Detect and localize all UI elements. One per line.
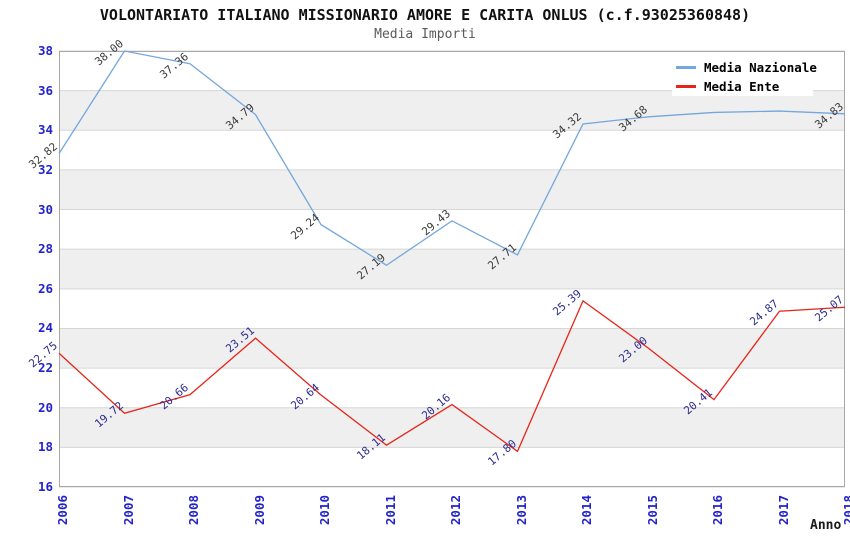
x-tick-label: 2017	[775, 495, 791, 526]
y-tick-label: 28	[37, 241, 53, 257]
x-tick-label: 2006	[55, 495, 70, 526]
plot-band	[59, 169, 845, 210]
x-tick-label: 2010	[317, 495, 332, 526]
plot-border	[59, 51, 845, 487]
y-tick-label: 16	[37, 479, 53, 494]
x-tick-label: 2015	[644, 495, 660, 526]
series-line-media-nazionale	[58, 50, 846, 267]
x-tick-label: 2007	[120, 495, 136, 526]
plot-band	[59, 407, 845, 448]
series-line-media-ente	[58, 299, 846, 453]
x-axis-title: Anno	[810, 518, 842, 533]
chart-title: VOLONTARIATO ITALIANO MISSIONARIO AMORE …	[99, 6, 751, 24]
legend: Media Nazionale Media Ente	[672, 56, 817, 96]
y-tick-label: 26	[37, 280, 53, 296]
x-tick-label: 2012	[448, 495, 463, 526]
plot-band	[59, 328, 845, 369]
y-tick-label: 34	[37, 122, 53, 138]
x-tick-label: 2011	[382, 495, 398, 526]
media-ente-line-swatch-icon	[676, 85, 696, 88]
plot-band	[59, 90, 845, 131]
y-tick-label: 22	[37, 360, 53, 376]
x-tick-label: 2008	[186, 495, 201, 526]
y-tick-label: 24	[37, 320, 53, 336]
x-tick-label: 2018	[841, 495, 850, 526]
y-tick-label: 32	[37, 161, 53, 177]
media-nazionale-line-swatch-icon	[676, 66, 696, 69]
y-tick-label: 36	[37, 82, 53, 98]
y-tick-label: 18	[37, 439, 53, 455]
plot-area: 32.82 38.00 37.36 34.79 29.24 27.19 29.43 27.71…	[26, 37, 846, 488]
x-tick-label: 2014	[579, 495, 594, 526]
plot-band	[59, 249, 845, 289]
legend-label: Media Ente	[704, 79, 780, 94]
y-tick-label: 20	[37, 399, 53, 415]
y-tick-label: 30	[37, 201, 53, 217]
y-tick-label: 38	[37, 43, 53, 58]
legend-label: Media Nazionale	[704, 60, 817, 75]
legend-item-media-nazionale: Media Nazionale	[676, 58, 817, 77]
legend-item-media-ente: Media Ente	[676, 77, 813, 96]
x-tick-label: 2016	[710, 495, 725, 526]
x-tick-label: 2013	[513, 495, 529, 526]
x-tick-label: 2009	[251, 495, 267, 526]
chart-subtitle: Media Importi	[374, 27, 476, 42]
